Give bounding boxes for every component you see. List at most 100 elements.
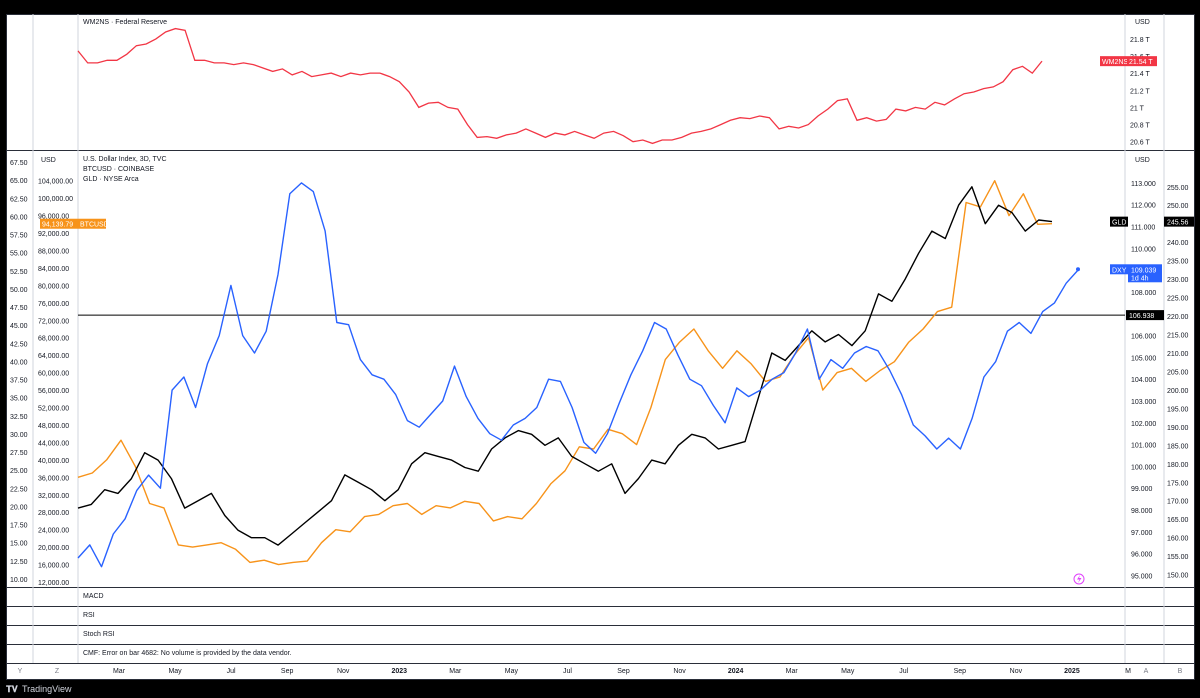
- time-axis-label[interactable]: Mar: [786, 668, 799, 675]
- cmf-label[interactable]: CMF: Error on bar 4682: No volume is pro…: [83, 650, 292, 657]
- gld-tick-label: 200.00: [1167, 388, 1189, 395]
- scale-button-y[interactable]: Y: [18, 668, 23, 675]
- gld-tag-name: GLD: [1112, 220, 1126, 227]
- btc-tag-bg: [40, 218, 106, 229]
- gld-tick-label: 215.00: [1167, 333, 1189, 340]
- dxy-tick-label: 101.000: [1131, 443, 1156, 450]
- time-axis-label[interactable]: Nov: [337, 668, 350, 675]
- gld-tag-value-bg: [1164, 216, 1194, 227]
- btc-tick-label: 76,000.00: [38, 301, 69, 308]
- wm2ns-tick-label: 21.2 T: [1130, 88, 1150, 95]
- wm2ns-tick-label: 20.6 T: [1130, 140, 1150, 147]
- left-tick-label: 10.00: [10, 577, 28, 584]
- wm2ns-unit: USD: [1135, 19, 1150, 26]
- gld-tick-label: 210.00: [1167, 351, 1189, 358]
- time-axis-label[interactable]: Mar: [449, 668, 462, 675]
- time-axis-label[interactable]: Nov: [1010, 668, 1023, 675]
- left-tick-label: 22.50: [10, 486, 28, 493]
- dxy-tick-label: 99.000: [1131, 486, 1153, 493]
- time-axis-label[interactable]: 2023: [391, 668, 407, 675]
- time-axis-label[interactable]: Nov: [673, 668, 686, 675]
- wm2ns-tick-label: 20.8 T: [1130, 123, 1150, 130]
- btc-line[interactable]: [77, 179, 1053, 566]
- time-axis-label[interactable]: Mar: [113, 668, 126, 675]
- left-tick-label: 60.00: [10, 214, 28, 221]
- btc-tick-label: 96,000.00: [38, 214, 69, 221]
- dxy-tick-label: 97.000: [1131, 530, 1153, 537]
- time-axis-label[interactable]: Sep: [617, 668, 630, 675]
- left-tick-label: 25.00: [10, 468, 28, 475]
- gld-tick-label: 150.00: [1167, 573, 1189, 580]
- left-unit: USD: [41, 157, 56, 164]
- legend-btc[interactable]: BTCUSD · COINBASE: [83, 166, 155, 173]
- time-axis-label[interactable]: May: [168, 668, 182, 675]
- dxy-tick-label: 104.000: [1131, 377, 1156, 384]
- dxy-tag-name-bg: [1110, 264, 1128, 275]
- btc-tag-name: BTCUSD: [80, 222, 109, 229]
- wm2ns-title[interactable]: WM2NS · Federal Reserve: [83, 19, 168, 26]
- dxy-tick-label: 112.000: [1131, 203, 1156, 210]
- left-tick-label: 50.00: [10, 287, 28, 294]
- scale-button-b[interactable]: B: [1178, 668, 1183, 675]
- stoch-rsi-label[interactable]: Stoch RSI: [83, 631, 115, 638]
- gld-tag-name-bg: [1110, 216, 1128, 227]
- btc-tick-label: 44,000.00: [38, 440, 69, 447]
- dxy-line[interactable]: [77, 182, 1079, 568]
- wm2ns-line[interactable]: [77, 27, 1043, 145]
- time-axis-label[interactable]: Jul: [899, 668, 908, 675]
- time-axis-label[interactable]: May: [505, 668, 519, 675]
- scale-button-z[interactable]: Z: [55, 668, 60, 675]
- left-tick-label: 67.50: [10, 160, 28, 167]
- time-axis-label[interactable]: Jul: [563, 668, 572, 675]
- time-axis-label[interactable]: M: [1125, 668, 1131, 675]
- wm2ns-tag-name: WM2NS: [1102, 59, 1128, 66]
- dxy-tick-label: 105.000: [1131, 355, 1156, 362]
- wm2ns-tag-name-bg: [1100, 56, 1127, 67]
- dxy-tag-value: 109.039: [1131, 267, 1156, 274]
- rsi-label[interactable]: RSI: [83, 612, 95, 619]
- btc-tick-label: 12,000.00: [38, 580, 69, 587]
- time-axis-label[interactable]: May: [841, 668, 855, 675]
- time-axis-label[interactable]: 2025: [1064, 668, 1080, 675]
- left-tick-label: 47.50: [10, 305, 28, 312]
- btc-tick-label: 52,000.00: [38, 406, 69, 413]
- left-tick-label: 42.50: [10, 341, 28, 348]
- lightning-icon-bolt: [1077, 575, 1082, 583]
- hline-tag: 106.938: [1129, 313, 1154, 320]
- gld-tick-label: 155.00: [1167, 554, 1189, 561]
- gld-line[interactable]: [77, 186, 1053, 546]
- btc-tick-label: 40,000.00: [38, 458, 69, 465]
- btc-tick-label: 16,000.00: [38, 563, 69, 570]
- tradingview-brand[interactable]: TradingView: [22, 684, 72, 694]
- dxy-tick-label: 106.000: [1131, 334, 1156, 341]
- btc-tick-label: 84,000.00: [38, 266, 69, 273]
- scale-button-a[interactable]: A: [1144, 668, 1149, 675]
- left-tick-label: 40.00: [10, 359, 28, 366]
- macd-label[interactable]: MACD: [83, 593, 104, 600]
- legend-dxy[interactable]: U.S. Dollar Index, 3D, TVC: [83, 156, 167, 163]
- wm2ns-tick-label: 21 T: [1130, 105, 1145, 112]
- dxy-tick-label: 95.000: [1131, 573, 1153, 580]
- time-axis-label[interactable]: Sep: [281, 668, 294, 675]
- dxy-last-point[interactable]: [1076, 267, 1080, 272]
- main-chart-pane[interactable]: U.S. Dollar Index, 3D, TVC BTCUSD · COIN…: [6, 150, 1195, 589]
- gld-tick-label: 240.00: [1167, 240, 1189, 247]
- time-axis-label[interactable]: 2024: [728, 668, 744, 675]
- legend-gld[interactable]: GLD · NYSE Arca: [83, 176, 139, 183]
- time-axis-label[interactable]: Jul: [227, 668, 236, 675]
- left-tick-label: 12.50: [10, 559, 28, 566]
- dxy-tick-label: 108.000: [1131, 290, 1156, 297]
- btc-tick-label: 64,000.00: [38, 353, 69, 360]
- btc-tick-label: 92,000.00: [38, 231, 69, 238]
- btc-tick-label: 28,000.00: [38, 510, 69, 517]
- time-axis[interactable]: [6, 663, 1195, 680]
- btc-tick-label: 72,000.00: [38, 318, 69, 325]
- tradingview-logo-icon[interactable]: 𝐓𝐕: [6, 684, 18, 694]
- time-axis-label[interactable]: Sep: [954, 668, 967, 675]
- btc-tick-label: 32,000.00: [38, 493, 69, 500]
- left-tick-label: 15.00: [10, 541, 28, 548]
- dxy-tick-label: 98.000: [1131, 508, 1153, 515]
- lightning-icon[interactable]: [1073, 573, 1085, 585]
- btc-tick-label: 88,000.00: [38, 249, 69, 256]
